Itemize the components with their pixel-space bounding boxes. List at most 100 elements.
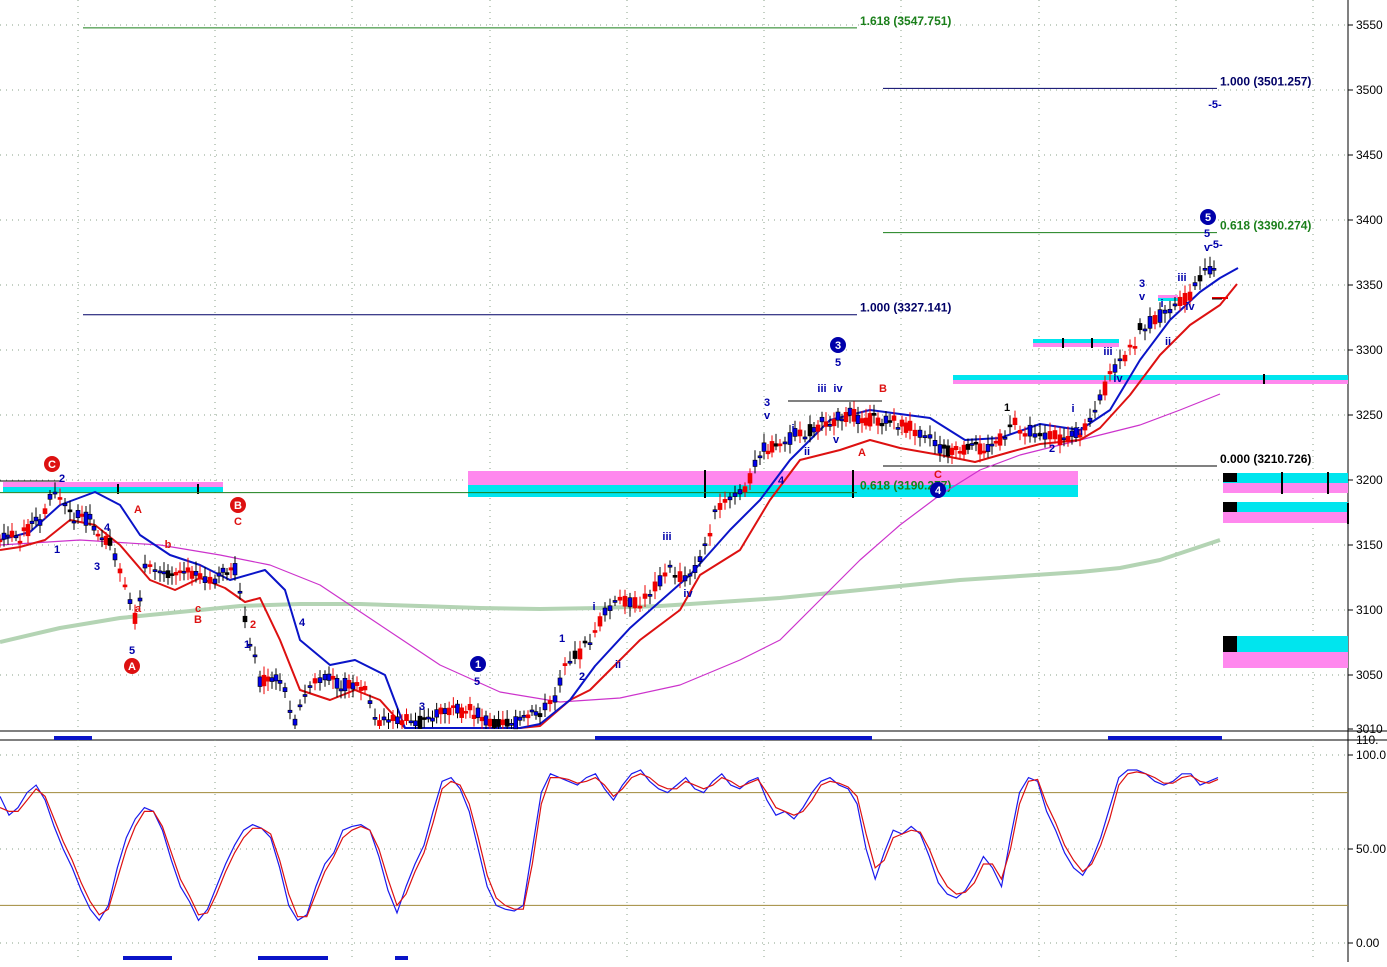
candle-body	[455, 703, 460, 714]
fib-label: 0.618 (3390.274)	[1220, 219, 1311, 233]
candle-body	[269, 677, 275, 682]
wave-label: 2	[250, 619, 256, 631]
candle-body	[815, 424, 821, 432]
candle-body	[390, 714, 396, 722]
candle-body	[21, 527, 27, 532]
candle-body	[185, 567, 191, 573]
candle-body	[273, 674, 279, 682]
price-tick-label: 3150	[1356, 538, 1383, 552]
candle-body	[627, 597, 633, 608]
wave-label: C	[48, 459, 56, 471]
candle-body	[1122, 354, 1128, 362]
candle-body	[879, 423, 885, 427]
osc-tick-label: 110.	[1356, 733, 1378, 747]
price-axis: 3550 3500 3450 3400 3350 3300 3250 3200 3150 3100…	[1348, 18, 1383, 736]
candle-body	[1177, 296, 1183, 306]
wave-label: 4	[104, 522, 111, 534]
candle-body	[29, 520, 35, 524]
candle-body	[777, 443, 783, 447]
support-zone	[1223, 636, 1348, 652]
candle-body	[597, 616, 603, 627]
candle-body	[587, 642, 593, 645]
candle-body	[787, 432, 793, 445]
candle-body	[0, 539, 3, 543]
candle-body	[1202, 267, 1208, 271]
candle-body	[496, 719, 501, 727]
wave-label: 3	[764, 397, 770, 409]
candle-body	[1182, 292, 1188, 305]
candle-body	[811, 427, 817, 433]
wave-label: a	[135, 603, 142, 615]
wave-label: 3	[1139, 278, 1145, 290]
price-tick-label: 3010	[1356, 722, 1383, 736]
candle-body	[13, 535, 19, 539]
candle-body	[871, 412, 877, 416]
candle-body	[377, 720, 382, 726]
candle-body	[672, 575, 678, 578]
candle-body	[993, 440, 999, 444]
support-zone	[1223, 483, 1348, 493]
wave-label: iv	[683, 588, 693, 600]
candle-body	[350, 682, 356, 690]
price-tick-label: 3300	[1356, 343, 1383, 357]
candle-body	[1037, 433, 1043, 437]
candle-body	[142, 563, 148, 569]
candle-body	[202, 576, 208, 583]
candle-body	[504, 718, 510, 727]
osc-tick-label: 100.0	[1356, 748, 1386, 762]
oscillator-axis: 110.100.0 50.00 0.00	[1348, 733, 1386, 950]
candle-body	[358, 686, 364, 691]
candle-body	[446, 707, 452, 716]
candle-body	[1082, 423, 1088, 431]
wave-label: 2	[59, 473, 65, 485]
candle-body	[1057, 434, 1063, 446]
wave-label: B	[234, 500, 242, 512]
candle-body	[592, 630, 598, 633]
candle-body	[330, 675, 336, 680]
wave-marker-circle	[470, 656, 486, 672]
wave-label: v	[833, 434, 840, 446]
support-zone	[1223, 652, 1348, 668]
candle-body	[132, 612, 138, 624]
candle-body	[622, 595, 628, 607]
candle-body	[9, 530, 15, 538]
candle-body	[103, 535, 109, 545]
ma-mid-line	[0, 283, 1238, 729]
candle-body	[807, 424, 813, 437]
candle-body	[657, 575, 663, 587]
candle-body	[617, 596, 623, 601]
candle-body	[742, 486, 748, 492]
candle-body	[1017, 429, 1023, 434]
wave-label: iii	[1103, 346, 1112, 358]
candle-body	[737, 489, 743, 495]
candle-body	[147, 564, 153, 567]
candle-body	[112, 553, 118, 561]
support-zone	[1223, 473, 1348, 483]
candle-body	[1112, 364, 1118, 373]
candle-body	[537, 713, 543, 718]
candle-body	[1132, 346, 1138, 349]
support-zone	[3, 487, 223, 492]
candle-body	[87, 513, 93, 520]
candle-body	[307, 685, 313, 688]
fib-levels: 1.618 (3547.751) 1.000 (3501.257) 0.618 (3…	[0, 14, 1311, 494]
candle-body	[552, 695, 558, 703]
wave-label: iii	[662, 531, 671, 543]
wave-label: A	[858, 447, 866, 459]
candle-body	[572, 650, 578, 659]
candle-body	[247, 643, 253, 647]
candle-body	[338, 688, 344, 692]
candle-body	[127, 599, 133, 604]
candle-body	[867, 413, 873, 427]
candle-body	[459, 707, 464, 718]
candle-body	[362, 685, 368, 691]
support-zone	[1033, 339, 1119, 343]
candle-body	[354, 682, 360, 686]
price-tick-label: 3550	[1356, 18, 1383, 32]
candle-body	[692, 565, 698, 573]
candle-body	[1047, 431, 1053, 440]
wave-label: 3	[94, 561, 100, 573]
fib-label: 0.618 (3190.277)	[860, 479, 951, 493]
zone-marker	[1223, 502, 1237, 512]
